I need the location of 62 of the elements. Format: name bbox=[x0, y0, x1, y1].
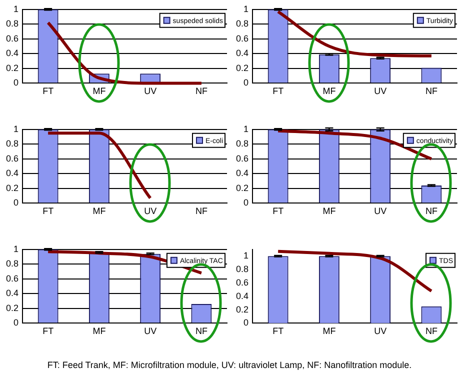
x-tick-label: FT bbox=[272, 86, 284, 96]
y-tick-label: 0.6 bbox=[6, 33, 19, 44]
y-tick-label: 0.2 bbox=[236, 304, 249, 314]
y-tick-label: 0.6 bbox=[236, 277, 249, 288]
y-tick-label: 1 bbox=[243, 4, 249, 14]
y-tick-label: 0 bbox=[243, 318, 249, 328]
y-tick-label: 0 bbox=[243, 78, 249, 88]
y-tick-label: 0.8 bbox=[6, 258, 19, 269]
x-tick-label: NF bbox=[425, 326, 438, 336]
x-tick-label: UV bbox=[374, 326, 387, 336]
y-tick-label: 1 bbox=[13, 4, 19, 14]
x-tick-label: MF bbox=[322, 86, 336, 96]
x-tick-label: NF bbox=[425, 86, 438, 96]
y-tick-label: 1 bbox=[13, 124, 19, 134]
y-tick-label: 0 bbox=[13, 318, 19, 328]
y-tick-label: 0.6 bbox=[236, 153, 249, 164]
x-tick-label: MF bbox=[92, 326, 106, 336]
y-tick-label: 0.8 bbox=[236, 264, 249, 274]
x-tick-label: FT bbox=[272, 326, 284, 336]
x-tick-label: UV bbox=[144, 326, 157, 336]
x-tick-label: NF bbox=[195, 206, 208, 216]
y-tick-label: 0 bbox=[243, 198, 249, 208]
x-tick-label: MF bbox=[322, 326, 336, 336]
x-tick-label: NF bbox=[425, 206, 438, 216]
x-tick-label: MF bbox=[322, 206, 336, 216]
y-tick-label: 0.4 bbox=[6, 168, 19, 178]
y-tick-label: 0.4 bbox=[6, 288, 19, 298]
y-tick-label: 0.4 bbox=[236, 168, 249, 178]
x-tick-label: UV bbox=[144, 86, 157, 96]
y-tick-label: 0.2 bbox=[236, 182, 249, 193]
x-tick-label: NF bbox=[195, 326, 208, 336]
y-tick-label: 0.4 bbox=[236, 48, 249, 58]
x-tick-label: UV bbox=[144, 206, 157, 216]
y-tick-label: 0.4 bbox=[236, 290, 249, 301]
y-tick-label: 0.8 bbox=[236, 18, 249, 29]
y-tick-label: 1 bbox=[13, 244, 19, 254]
y-tick-label: 0.2 bbox=[6, 182, 19, 193]
y-tick-label: 1 bbox=[243, 250, 249, 261]
x-tick-label: MF bbox=[92, 206, 106, 216]
text: FT: Feed Trank, MF: Microfiltration module, UV: ultraviolet Lamp, NF: Nanofiltration module. bbox=[46, 360, 413, 370]
y-tick-label: 1 bbox=[243, 124, 249, 134]
y-tick-label: 0.4 bbox=[6, 48, 19, 58]
x-tick-label: NF bbox=[195, 86, 208, 96]
y-tick-label: 0.6 bbox=[6, 273, 19, 284]
y-tick-label: 0.2 bbox=[6, 302, 19, 313]
x-tick-label: UV bbox=[374, 86, 387, 96]
x-tick-label: MF bbox=[92, 86, 106, 96]
x-tick-label: FT bbox=[42, 86, 54, 96]
y-tick-label: 0.8 bbox=[6, 18, 19, 29]
y-tick-label: 0.8 bbox=[236, 138, 249, 149]
y-tick-label: 0 bbox=[13, 198, 19, 208]
y-tick-label: 0.2 bbox=[6, 62, 19, 73]
y-tick-label: 0.2 bbox=[236, 62, 249, 73]
y-tick-label: 0.6 bbox=[6, 153, 19, 164]
y-tick-label: 0.8 bbox=[6, 138, 19, 149]
y-tick-label: 0.6 bbox=[236, 33, 249, 44]
x-tick-label: FT bbox=[42, 326, 54, 336]
x-tick-label: UV bbox=[374, 206, 387, 216]
x-tick-label: FT bbox=[42, 206, 54, 216]
x-tick-label: FT bbox=[272, 206, 284, 216]
y-tick-label: 0 bbox=[13, 78, 19, 88]
line-series bbox=[276, 250, 433, 292]
